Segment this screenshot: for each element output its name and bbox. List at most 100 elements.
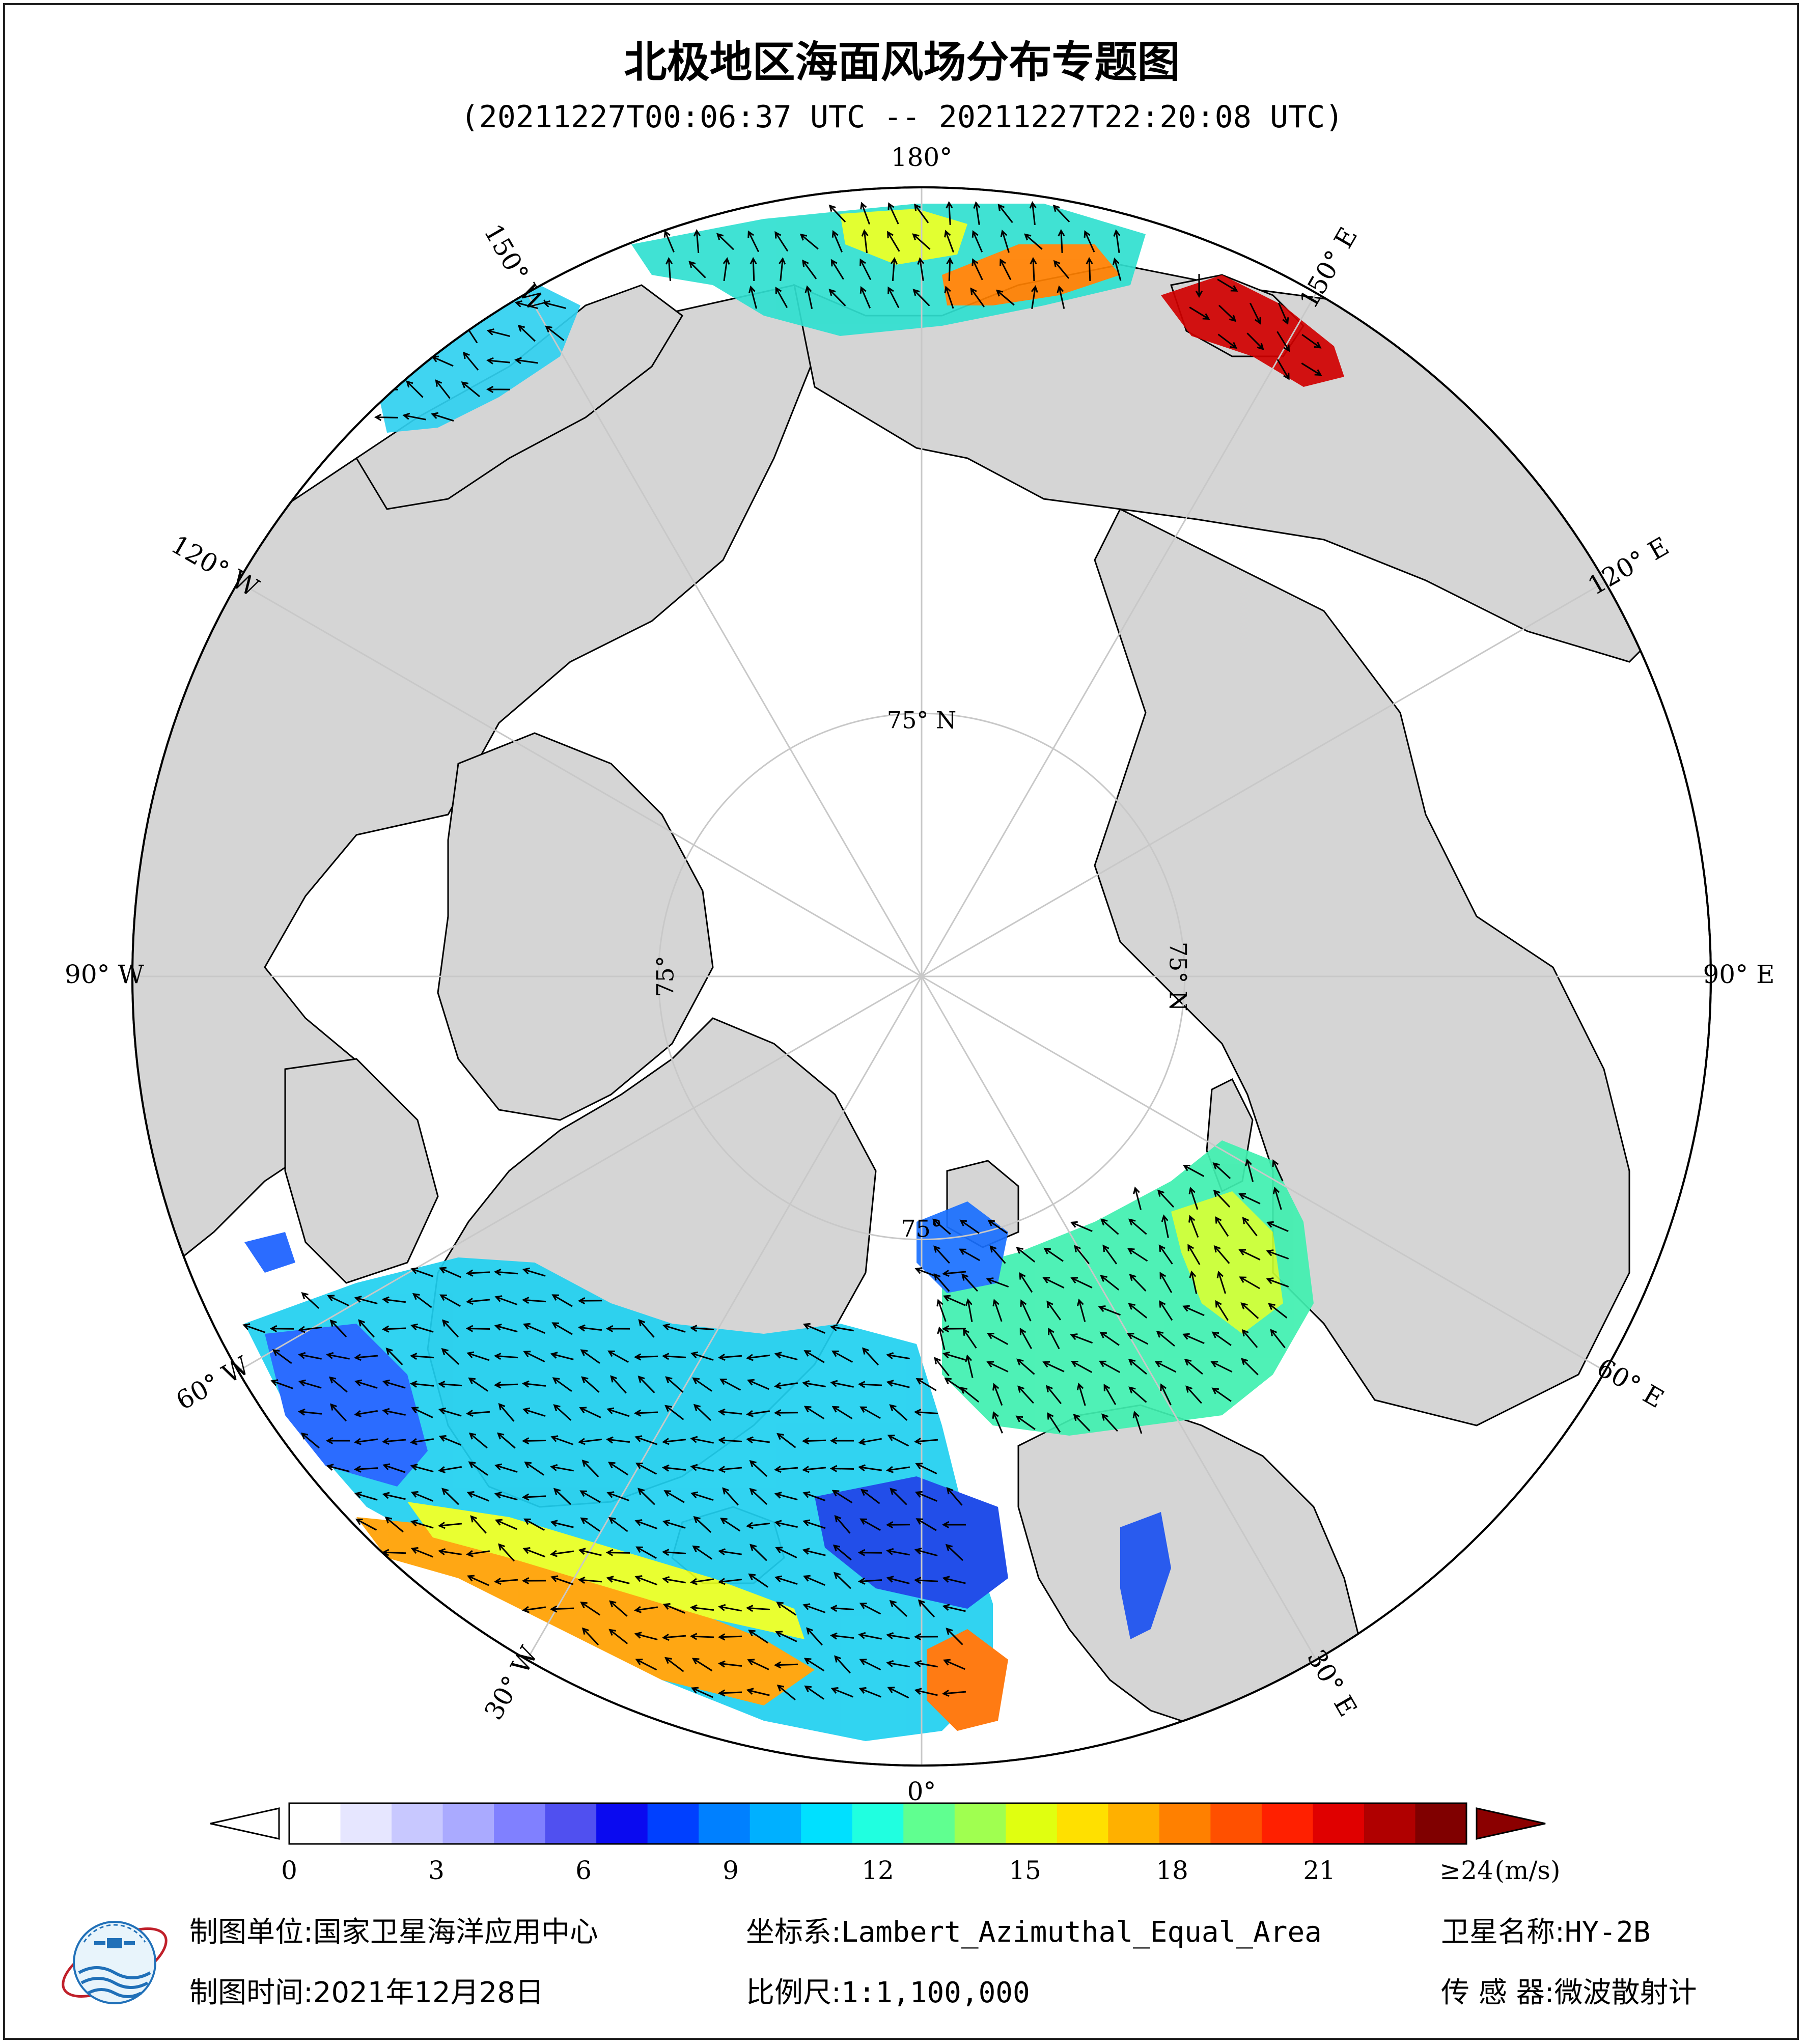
wind-arrow [1217, 278, 1238, 292]
wind-arrow [1100, 1275, 1120, 1291]
wind-arrow [1242, 1217, 1258, 1237]
meridian-line [921, 581, 1606, 977]
wind-arrow [661, 1633, 686, 1641]
wind-arrow [662, 1438, 686, 1445]
wind-arrow [829, 1465, 854, 1472]
wind-arrow [329, 1319, 347, 1337]
wind-arrow [521, 1297, 546, 1304]
wind-arrow [830, 1632, 854, 1640]
colorbar-cell [1313, 1803, 1365, 1844]
wind-arrow [942, 1659, 965, 1670]
land-canadian-archipelago [437, 732, 714, 1121]
wind-arrow [269, 1325, 294, 1332]
wind-arrow [486, 357, 511, 365]
wind-arrow [325, 1437, 350, 1445]
wind-arrow [887, 202, 899, 225]
colorbar-tick-label: 3 [428, 1856, 445, 1885]
wind-arrow [1017, 1385, 1034, 1404]
wind-arrow [886, 1632, 910, 1640]
wind-arrow [1102, 1244, 1118, 1265]
wind-arrow [1000, 258, 1012, 281]
wind-arrow [932, 1218, 951, 1235]
swath-north-atlantic [244, 1257, 993, 1741]
wind-arrow [803, 1406, 825, 1420]
wind-arrow [1058, 229, 1065, 254]
wind-arrow [965, 1298, 973, 1322]
wind-arrow [1086, 257, 1093, 282]
wind-arrow [1211, 1331, 1232, 1346]
wind-arrow [522, 1380, 546, 1388]
wind-arrow [517, 324, 536, 342]
wind-arrow [1098, 1360, 1120, 1373]
wind-arrow [862, 1347, 879, 1366]
wind-arrow [465, 1269, 490, 1277]
wind-arrow [1046, 1385, 1062, 1405]
wind-arrow [972, 230, 983, 253]
footer-time-value: 2021年12月28日 [313, 1976, 544, 2009]
wind-arrow [775, 1631, 797, 1642]
wind-arrow [272, 1349, 292, 1364]
wind-arrow [438, 1466, 462, 1473]
wind-arrow [1266, 1221, 1289, 1233]
wind-arrow [466, 1550, 490, 1557]
colorbar-cell [1057, 1803, 1109, 1844]
wind-arrow [545, 325, 565, 341]
wind-arrow [933, 1245, 950, 1264]
wind-arrow [1188, 1187, 1199, 1210]
wind-arrow [986, 1332, 1009, 1345]
wind-arrow [946, 1487, 963, 1506]
wind-arrow [1301, 333, 1322, 349]
swath-baltic [1120, 1512, 1171, 1639]
wind-arrow [831, 1490, 853, 1503]
colorbar-cell [801, 1803, 853, 1844]
wind-arrow [1246, 332, 1264, 350]
wind-arrow [746, 1379, 769, 1390]
wind-arrow [1212, 1162, 1231, 1180]
wind-arrow [1015, 1415, 1036, 1430]
wind-arrow [411, 1407, 433, 1418]
longitude-label: 90° E [1703, 960, 1774, 989]
wind-arrow [1057, 285, 1065, 309]
colorbar-cell [1261, 1803, 1314, 1844]
wind-arrow [1024, 233, 1043, 250]
wind-arrow [1042, 1277, 1065, 1289]
wind-arrow [270, 1379, 294, 1389]
wind-arrow [1189, 306, 1210, 320]
wind-arrow [301, 1292, 320, 1309]
wind-arrow [1128, 1218, 1147, 1235]
wind-arrow [747, 1659, 769, 1670]
wind-arrow [402, 412, 426, 421]
wind-arrow [665, 1376, 684, 1393]
wind-arrow [522, 1323, 545, 1334]
colorbar-cell [289, 1803, 341, 1844]
colorbar-cell [852, 1803, 904, 1844]
wind-arrow [1276, 359, 1290, 380]
wind-arrow [1029, 201, 1037, 226]
wind-arrow [1070, 1221, 1093, 1233]
wind-arrow [1239, 1276, 1260, 1290]
wind-arrow [549, 1605, 574, 1613]
wind-arrow [523, 1351, 545, 1363]
wind-arrow [578, 1324, 602, 1332]
wind-arrow [664, 1657, 684, 1672]
wind-arrow [886, 1576, 910, 1584]
wind-arrow [498, 1543, 515, 1562]
wind-arrow [748, 1573, 768, 1588]
wind-arrow [468, 1377, 488, 1392]
parallel-75n [657, 712, 1186, 1241]
wind-arrow [634, 1435, 658, 1445]
wind-arrow [774, 231, 789, 252]
wind-arrow [606, 1491, 630, 1501]
wind-arrow [1195, 273, 1203, 298]
meridian-line [921, 292, 1317, 977]
wind-arrow [486, 328, 510, 337]
wind-arrow [802, 259, 817, 279]
wind-arrow [1216, 1271, 1227, 1294]
wind-arrow [1020, 1299, 1032, 1322]
wind-arrow [494, 1519, 517, 1530]
colorbar-tick-label: 21 [1303, 1856, 1336, 1885]
wind-arrow [717, 1689, 742, 1697]
wind-arrow [886, 1380, 910, 1388]
wind-arrow [914, 1267, 938, 1278]
